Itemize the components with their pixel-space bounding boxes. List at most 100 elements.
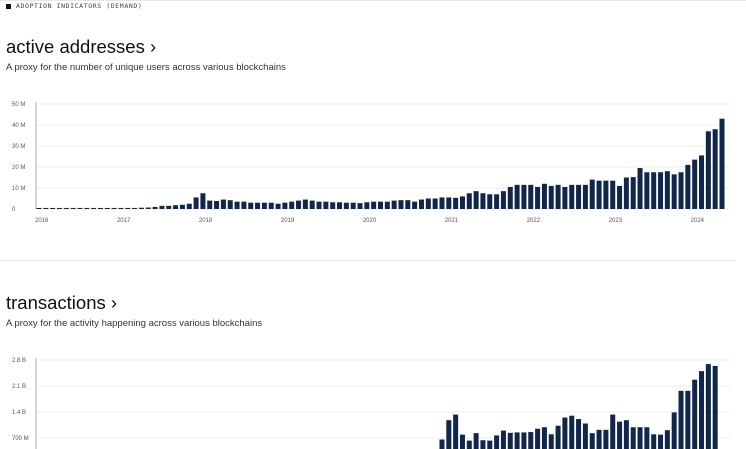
active-addresses-title-link[interactable]: active addresses › — [6, 36, 156, 58]
bar — [521, 184, 527, 209]
bar — [234, 201, 240, 209]
bar — [159, 205, 165, 209]
bar — [637, 427, 643, 449]
bar — [323, 201, 329, 209]
y-tick-label: 700 M — [12, 436, 29, 442]
bar — [630, 427, 636, 449]
y-tick-label: 20 M — [12, 165, 25, 171]
y-tick-label: 2.1 B — [12, 384, 26, 390]
y-tick-label: 1.4 B — [12, 410, 26, 416]
bar — [644, 427, 650, 449]
bar — [316, 201, 322, 209]
y-tick-label: 2.8 B — [12, 358, 26, 364]
x-tick-label: 2017 — [117, 218, 131, 224]
bar — [453, 197, 459, 209]
bar — [569, 415, 575, 449]
bar — [384, 201, 390, 209]
transactions-title: transactions — [6, 292, 106, 313]
bar — [535, 186, 541, 209]
bar — [705, 131, 711, 209]
bar — [296, 200, 302, 209]
bar — [425, 198, 431, 209]
bar — [145, 207, 151, 209]
bar — [70, 207, 76, 209]
bar — [207, 200, 213, 209]
bar — [671, 174, 677, 209]
bar — [678, 390, 684, 449]
bar — [541, 183, 547, 209]
transactions-subtitle: A proxy for the activity happening acros… — [6, 318, 263, 329]
bar — [466, 440, 472, 449]
bar — [179, 204, 185, 209]
bar — [712, 129, 718, 209]
bar — [507, 432, 513, 449]
bar — [610, 180, 616, 209]
bar — [582, 184, 588, 209]
bar — [261, 202, 267, 209]
bar — [651, 172, 657, 209]
x-tick-label: 2016 — [35, 218, 49, 224]
bar — [603, 429, 609, 449]
bar — [555, 425, 561, 449]
bar — [405, 200, 411, 209]
bar — [596, 429, 602, 449]
bar — [309, 200, 315, 209]
bar — [459, 434, 465, 449]
bar — [596, 180, 602, 209]
bar — [664, 171, 670, 209]
bar — [521, 432, 527, 449]
bar — [50, 207, 56, 209]
bar — [282, 202, 288, 209]
bar — [104, 207, 110, 209]
bar — [617, 421, 623, 449]
bar — [535, 428, 541, 449]
bar — [487, 440, 493, 449]
bar — [699, 371, 705, 449]
bar — [152, 206, 158, 209]
bar — [289, 201, 295, 209]
active-addresses-subtitle: A proxy for the number of unique users a… — [6, 62, 286, 73]
bar — [507, 186, 513, 209]
bar — [248, 202, 254, 209]
chevron-right-icon: › — [149, 36, 157, 57]
bar — [623, 177, 629, 209]
bar — [350, 202, 356, 209]
bar — [685, 164, 691, 209]
bar — [432, 198, 438, 209]
y-tick-label: 0 — [12, 207, 16, 213]
bar — [582, 423, 588, 449]
bar — [111, 207, 117, 209]
bar — [589, 179, 595, 209]
bar — [268, 202, 274, 209]
bar — [357, 203, 363, 209]
bar — [494, 435, 500, 449]
chevron-right-icon: › — [110, 292, 118, 313]
section-divider — [0, 260, 736, 261]
bar — [186, 203, 192, 209]
bar — [528, 432, 534, 449]
transactions-title-link[interactable]: transactions › — [6, 292, 117, 314]
bar — [36, 207, 42, 209]
bar — [378, 201, 383, 209]
active-addresses-chart: 0 10 M 20 M 30 M 40 M 50 M 2016 2017 2018 2019 202… — [12, 102, 730, 224]
bar — [692, 379, 698, 449]
bar — [637, 168, 643, 209]
bar — [330, 202, 336, 209]
bar — [446, 197, 452, 209]
x-tick-label: 2023 — [609, 218, 623, 224]
bar — [43, 207, 49, 209]
bar — [412, 201, 418, 209]
bar — [548, 434, 554, 449]
y-tick-label: 50 M — [12, 102, 25, 108]
bar — [705, 364, 711, 449]
bar — [77, 207, 83, 209]
y-tick-label: 30 M — [12, 144, 25, 150]
bar — [651, 434, 657, 449]
bar — [255, 202, 261, 209]
bar — [610, 414, 616, 449]
bar — [200, 193, 206, 209]
bar — [719, 118, 725, 209]
bar — [371, 201, 377, 209]
bar — [644, 172, 650, 209]
